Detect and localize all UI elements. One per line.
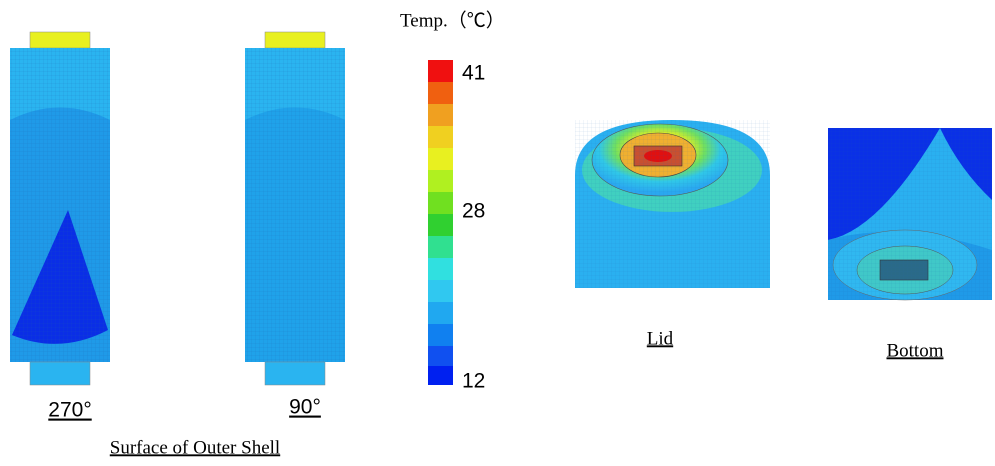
colorbar-tick-label: 12 — [462, 370, 485, 393]
shell-90 — [245, 31, 345, 386]
shell-270 — [10, 31, 110, 386]
colorbar-tick-label: 41 — [462, 62, 485, 85]
bottom-view — [828, 128, 992, 301]
caption: Surface of Outer Shell — [110, 437, 280, 458]
view-label: 90° — [289, 396, 321, 419]
caption: Lid — [647, 328, 674, 349]
view-label: 270° — [48, 399, 91, 422]
lid-view — [575, 120, 770, 288]
legend-title: Temp.（℃） — [400, 9, 505, 31]
colorbar — [428, 60, 453, 385]
caption: Bottom — [886, 340, 943, 361]
colorbar-tick-label: 28 — [462, 200, 485, 223]
